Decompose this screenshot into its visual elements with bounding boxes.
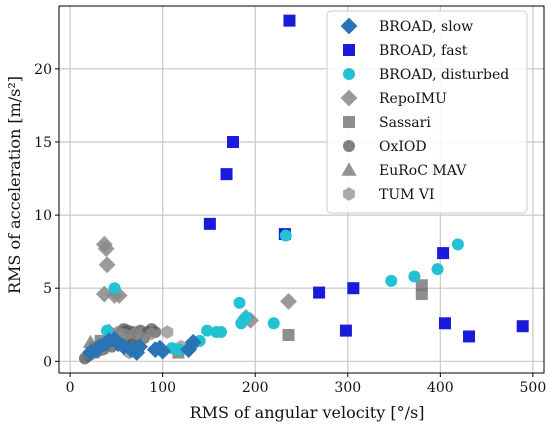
x-tick-label: 200 [242, 380, 269, 396]
x-tick-label: 0 [66, 380, 75, 396]
y-tick-label: 10 [34, 208, 52, 224]
point-broad-fast [516, 320, 529, 333]
point-broad-disturbed [267, 317, 280, 330]
point-tum-vi [161, 325, 174, 339]
point-broad-fast [313, 286, 326, 299]
plot-frame [58, 5, 545, 374]
point-broad-slow [115, 338, 133, 356]
x-axis-label: RMS of angular velocity [°/s] [190, 403, 425, 422]
legend-marker-repoimu [340, 89, 358, 107]
point-broad-disturbed [431, 263, 444, 276]
point-broad-disturbed [201, 324, 214, 337]
point-sassari [282, 328, 295, 341]
point-broad-slow [131, 338, 148, 356]
point-broad-fast [463, 330, 476, 343]
point-repoimu [98, 256, 116, 274]
legend-label-sassari: Sassari [379, 115, 431, 131]
data-points [78, 14, 529, 365]
point-repoimu [280, 292, 297, 310]
legend-label-oxiod: OxIOD [379, 139, 427, 155]
legend: BROAD, slow BROAD, fast BROAD, disturbed Re… [326, 10, 528, 214]
point-broad-slow [154, 342, 172, 360]
point-broad-fast [220, 168, 233, 181]
point-broad-fast [283, 14, 296, 27]
x-tick-label: 400 [427, 380, 454, 396]
point-broad-disturbed [408, 270, 421, 283]
legend-label-broad-disturbed: BROAD, disturbed [379, 67, 509, 83]
point-broad-fast [227, 135, 240, 148]
legend-label-euroc-mav: EuRoC MAV [379, 163, 467, 179]
legend-box [326, 10, 528, 214]
point-broad-disturbed [108, 282, 121, 295]
y-tick-label: 20 [34, 62, 52, 78]
legend-marker-oxiod [343, 140, 355, 152]
point-broad-slow [184, 333, 202, 351]
x-tick-label: 100 [149, 380, 176, 396]
legend-label-broad-fast: BROAD, fast [379, 43, 468, 59]
axis-ticks: 0 100 200 300 400 500 0 5 10 15 20 [34, 62, 546, 396]
y-tick-label: 5 [43, 281, 52, 297]
point-broad-disturbed [214, 326, 227, 339]
legend-marker-broad-fast [343, 44, 355, 56]
point-broad-fast [437, 247, 450, 260]
point-repoimu [95, 285, 113, 303]
legend-marker-tum-vi [343, 187, 355, 201]
legend-label-broad-slow: BROAD, slow [379, 19, 473, 35]
legend-marker-euroc-mav [341, 162, 357, 176]
point-broad-fast [347, 282, 360, 295]
point-sassari [415, 288, 428, 301]
point-broad-fast [438, 317, 451, 330]
point-tum-vi [145, 326, 158, 341]
point-broad-slow [91, 338, 109, 356]
point-repoimu [110, 287, 128, 304]
point-broad-slow [109, 335, 127, 353]
point-broad-fast [203, 217, 216, 230]
point-broad-disturbed [235, 317, 248, 330]
legend-marker-sassari [343, 116, 355, 128]
x-tick-label: 500 [520, 380, 547, 396]
y-axis-label: RMS of acceleration [m/s²] [5, 76, 24, 294]
point-broad-disturbed [279, 229, 292, 242]
x-tick-label: 300 [334, 380, 361, 396]
y-tick-label: 15 [34, 135, 52, 151]
point-broad-disturbed [451, 238, 464, 251]
point-broad-disturbed [233, 296, 246, 309]
legend-marker-broad-disturbed [343, 68, 355, 80]
legend-label-tum-vi: TUM VI [379, 187, 435, 203]
legend-label-repoimu: RepoIMU [379, 91, 447, 107]
point-repoimu [97, 240, 115, 258]
point-broad-fast [339, 324, 352, 337]
legend-marker-broad-slow [340, 17, 358, 35]
y-tick-label: 0 [43, 354, 52, 370]
point-broad-disturbed [385, 274, 398, 287]
